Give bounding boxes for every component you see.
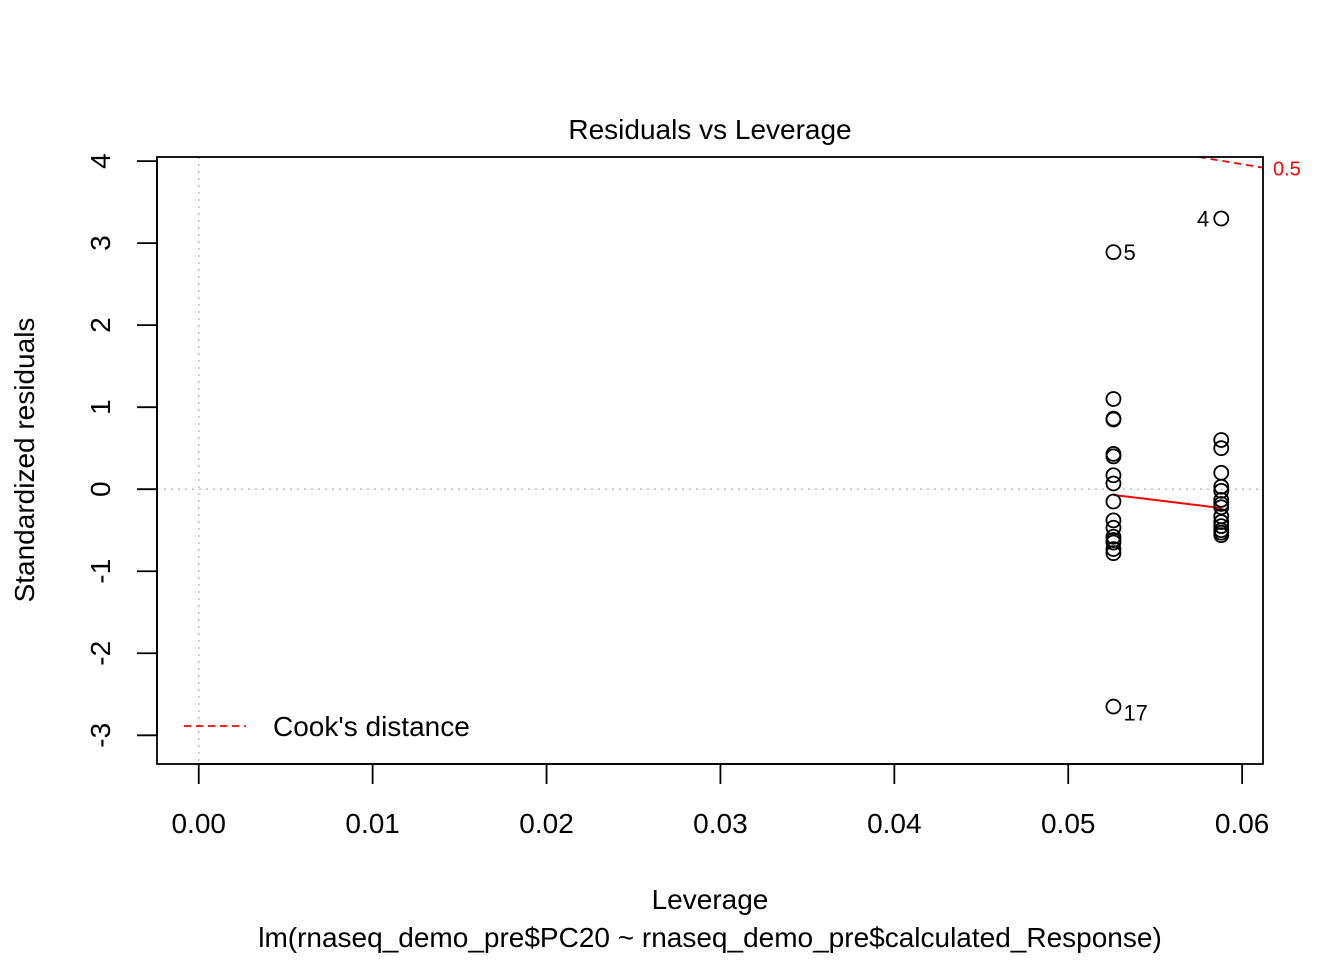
- data-point: [1105, 512, 1122, 529]
- smooth-line: [1113, 493, 1222, 510]
- y-tick-label: 3: [85, 235, 116, 251]
- point-label: 17: [1123, 701, 1147, 726]
- x-tick-label: 0.05: [1041, 808, 1096, 839]
- data-point: [1213, 432, 1230, 448]
- y-tick-label: 0: [85, 481, 116, 497]
- x-tick-label: 0.04: [867, 808, 922, 839]
- data-point: [1105, 411, 1122, 428]
- chart-subtitle: lm(rnaseq_demo_pre$PC20 ~ rnaseq_demo_pr…: [258, 922, 1162, 953]
- y-tick-label: -3: [85, 723, 116, 748]
- y-axis-label: Standardized residuals: [9, 318, 40, 603]
- cooks-distance-contour-label: 0.5: [1273, 159, 1301, 181]
- x-tick-label: 0.06: [1215, 808, 1270, 839]
- data-point: [1105, 698, 1122, 715]
- data-point: [1105, 541, 1122, 557]
- x-tick-label: 0.00: [171, 808, 226, 839]
- x-tick-label: 0.01: [345, 808, 400, 839]
- data-point: [1105, 534, 1122, 551]
- data-point: [1105, 475, 1122, 492]
- chart-title: Residuals vs Leverage: [568, 114, 851, 145]
- data-point: [1213, 464, 1230, 481]
- x-tick-label: 0.03: [693, 808, 748, 839]
- point-label: 4: [1197, 207, 1209, 232]
- y-tick-label: 2: [85, 317, 116, 333]
- data-point: [1105, 244, 1122, 261]
- y-tick-label: 4: [85, 153, 116, 169]
- y-tick-label: 1: [85, 399, 116, 415]
- data-point: [1213, 210, 1230, 227]
- plot-area: [157, 157, 1263, 764]
- data-point: [1105, 448, 1122, 465]
- data-point: [1213, 491, 1230, 508]
- data-point: [1105, 493, 1122, 510]
- x-tick-label: 0.02: [519, 808, 574, 839]
- legend-label: Cook's distance: [273, 711, 470, 742]
- data-point: [1213, 518, 1230, 535]
- data-point: [1213, 440, 1230, 457]
- y-tick-label: -1: [85, 559, 116, 584]
- plot-layer: 5 17 4 0.00 0.01 0.02 0.03 0.04 0.05 0.06 -3 -2 -1 0 1…: [85, 153, 1301, 839]
- data-point: [1105, 391, 1122, 407]
- data-point: [1105, 545, 1122, 562]
- data-point: [1213, 527, 1230, 544]
- point-label: 5: [1123, 240, 1135, 265]
- plot-frame: [156, 156, 1264, 765]
- y-tick-label: -2: [85, 641, 116, 666]
- data-point: [1105, 467, 1122, 484]
- cooks-distance-line: [1198, 157, 1263, 169]
- x-axis-label: Leverage: [652, 884, 769, 915]
